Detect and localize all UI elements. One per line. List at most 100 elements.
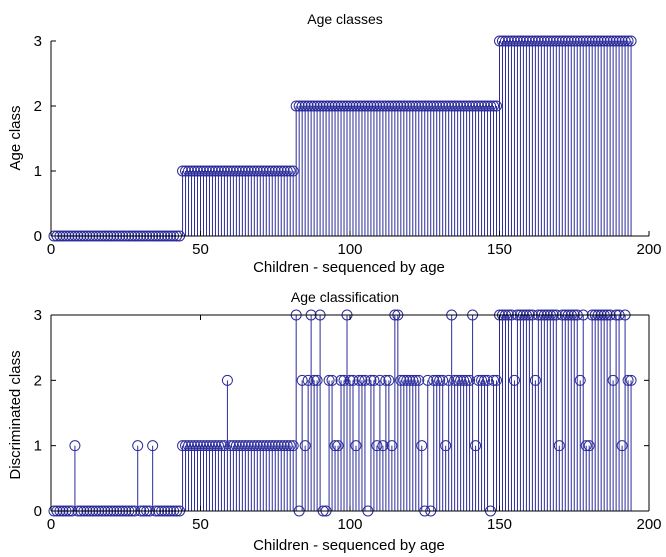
stem-marker <box>245 165 257 177</box>
stem-marker <box>601 35 613 47</box>
stem-marker <box>577 35 589 47</box>
stem-marker <box>535 35 547 47</box>
stem-marker <box>479 100 491 112</box>
stem-marker <box>449 374 461 386</box>
stem-marker <box>305 100 317 112</box>
stem-marker <box>186 165 198 177</box>
stem-marker <box>278 440 290 452</box>
stem-marker <box>395 374 407 386</box>
stem-marker <box>467 100 479 112</box>
stem-marker <box>583 440 595 452</box>
stem-marker <box>389 100 401 112</box>
stem-marker <box>455 100 467 112</box>
stem-marker <box>499 35 511 47</box>
stem-marker <box>398 100 410 112</box>
stem-marker <box>281 165 293 177</box>
stem-marker <box>464 374 476 386</box>
stem-marker <box>622 35 634 47</box>
stem-marker <box>183 440 195 452</box>
stem-marker <box>218 165 230 177</box>
y-axis-label: Discriminated class <box>7 350 24 479</box>
stem-marker <box>476 374 488 386</box>
stem-marker <box>529 374 541 386</box>
stem-marker <box>571 35 583 47</box>
stem-marker <box>574 374 586 386</box>
stem-marker <box>192 440 204 452</box>
stem-marker <box>269 165 281 177</box>
stem-marker <box>177 440 189 452</box>
stem-marker <box>272 440 284 452</box>
stem-marker <box>461 100 473 112</box>
stem-marker <box>197 165 209 177</box>
stem-marker <box>559 35 571 47</box>
stem-marker <box>248 440 260 452</box>
stem-marker <box>616 440 628 452</box>
stem-marker <box>269 440 281 452</box>
stem-marker <box>431 100 443 112</box>
stem-marker <box>473 100 485 112</box>
stem-marker <box>553 35 565 47</box>
y-tick-label: 0 <box>34 503 42 520</box>
stem-marker <box>514 35 526 47</box>
stem-marker <box>583 35 595 47</box>
stem-marker <box>353 100 365 112</box>
stem-layer <box>48 35 649 242</box>
stem-marker <box>263 440 275 452</box>
stem-marker <box>607 35 619 47</box>
stem-marker <box>200 165 212 177</box>
stem-marker <box>607 374 619 386</box>
stem-marker <box>383 100 395 112</box>
stem-marker <box>260 165 272 177</box>
stem-marker <box>257 165 269 177</box>
stem-marker <box>189 440 201 452</box>
stem-marker <box>401 374 413 386</box>
y-tick-label: 3 <box>34 307 42 324</box>
stem-marker <box>395 100 407 112</box>
stem-marker <box>380 374 392 386</box>
stem-marker <box>257 440 269 452</box>
stem-marker <box>368 374 380 386</box>
stem-marker <box>586 35 598 47</box>
stem-marker <box>464 100 476 112</box>
stem-marker <box>281 440 293 452</box>
stem-marker <box>580 440 592 452</box>
stem-marker <box>431 374 443 386</box>
stem-marker <box>386 440 398 452</box>
stem-marker <box>532 35 544 47</box>
y-tick-label: 0 <box>34 228 42 245</box>
stem-marker <box>353 374 365 386</box>
stem-marker <box>580 35 592 47</box>
x-tick-label: 100 <box>337 516 362 533</box>
y-tick-label: 1 <box>34 438 42 455</box>
x-tick-label: 200 <box>636 516 661 533</box>
stem-marker <box>416 440 428 452</box>
stem-marker <box>248 165 260 177</box>
stem-marker <box>359 374 371 386</box>
stem-marker <box>595 35 607 47</box>
stem-marker <box>338 374 350 386</box>
stem-marker <box>299 440 311 452</box>
stem-marker <box>544 35 556 47</box>
stem-marker <box>508 374 520 386</box>
stem-marker <box>350 100 362 112</box>
stem-layer <box>48 309 649 517</box>
stem-marker <box>526 35 538 47</box>
stem-marker <box>440 440 452 452</box>
stem-marker <box>221 165 233 177</box>
stem-marker <box>347 100 359 112</box>
stem-marker <box>180 440 192 452</box>
stem-marker <box>413 374 425 386</box>
stem-marker <box>236 165 248 177</box>
stem-marker <box>613 35 625 47</box>
stem-marker <box>622 374 634 386</box>
stem-marker <box>452 374 464 386</box>
stem-marker <box>329 440 341 452</box>
stem-marker <box>422 100 434 112</box>
stem-marker <box>320 100 332 112</box>
x-tick-label: 150 <box>487 241 512 258</box>
stem-marker <box>254 440 266 452</box>
stem-marker <box>278 165 290 177</box>
stem-marker <box>326 374 338 386</box>
stem-marker <box>350 440 362 452</box>
stem-marker <box>311 100 323 112</box>
